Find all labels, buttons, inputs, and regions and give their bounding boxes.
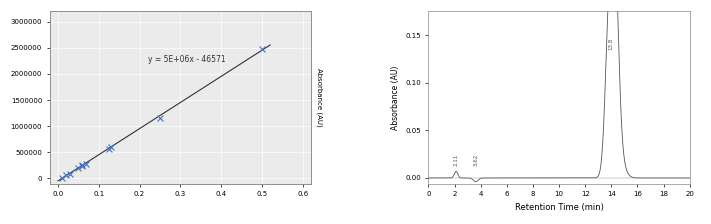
Text: 2.11: 2.11 — [454, 153, 459, 166]
Point — [73, 166, 84, 170]
Point — [60, 174, 72, 177]
X-axis label: Retention Time (min): Retention Time (min) — [515, 203, 604, 212]
Point — [77, 163, 88, 167]
Point — [256, 47, 267, 51]
Text: 3.62: 3.62 — [474, 153, 479, 166]
Text: 13.8: 13.8 — [609, 38, 614, 50]
Point — [105, 145, 117, 149]
Text: y = 5E+06x - 46571: y = 5E+06x - 46571 — [148, 55, 225, 64]
Point — [77, 164, 88, 168]
Y-axis label: Absorbance (AU): Absorbance (AU) — [316, 68, 322, 127]
Point — [56, 176, 68, 180]
Point — [103, 147, 114, 151]
Point — [154, 116, 166, 120]
Point — [81, 162, 92, 166]
Point — [65, 172, 76, 176]
Y-axis label: Absorbance (AU): Absorbance (AU) — [390, 65, 400, 130]
